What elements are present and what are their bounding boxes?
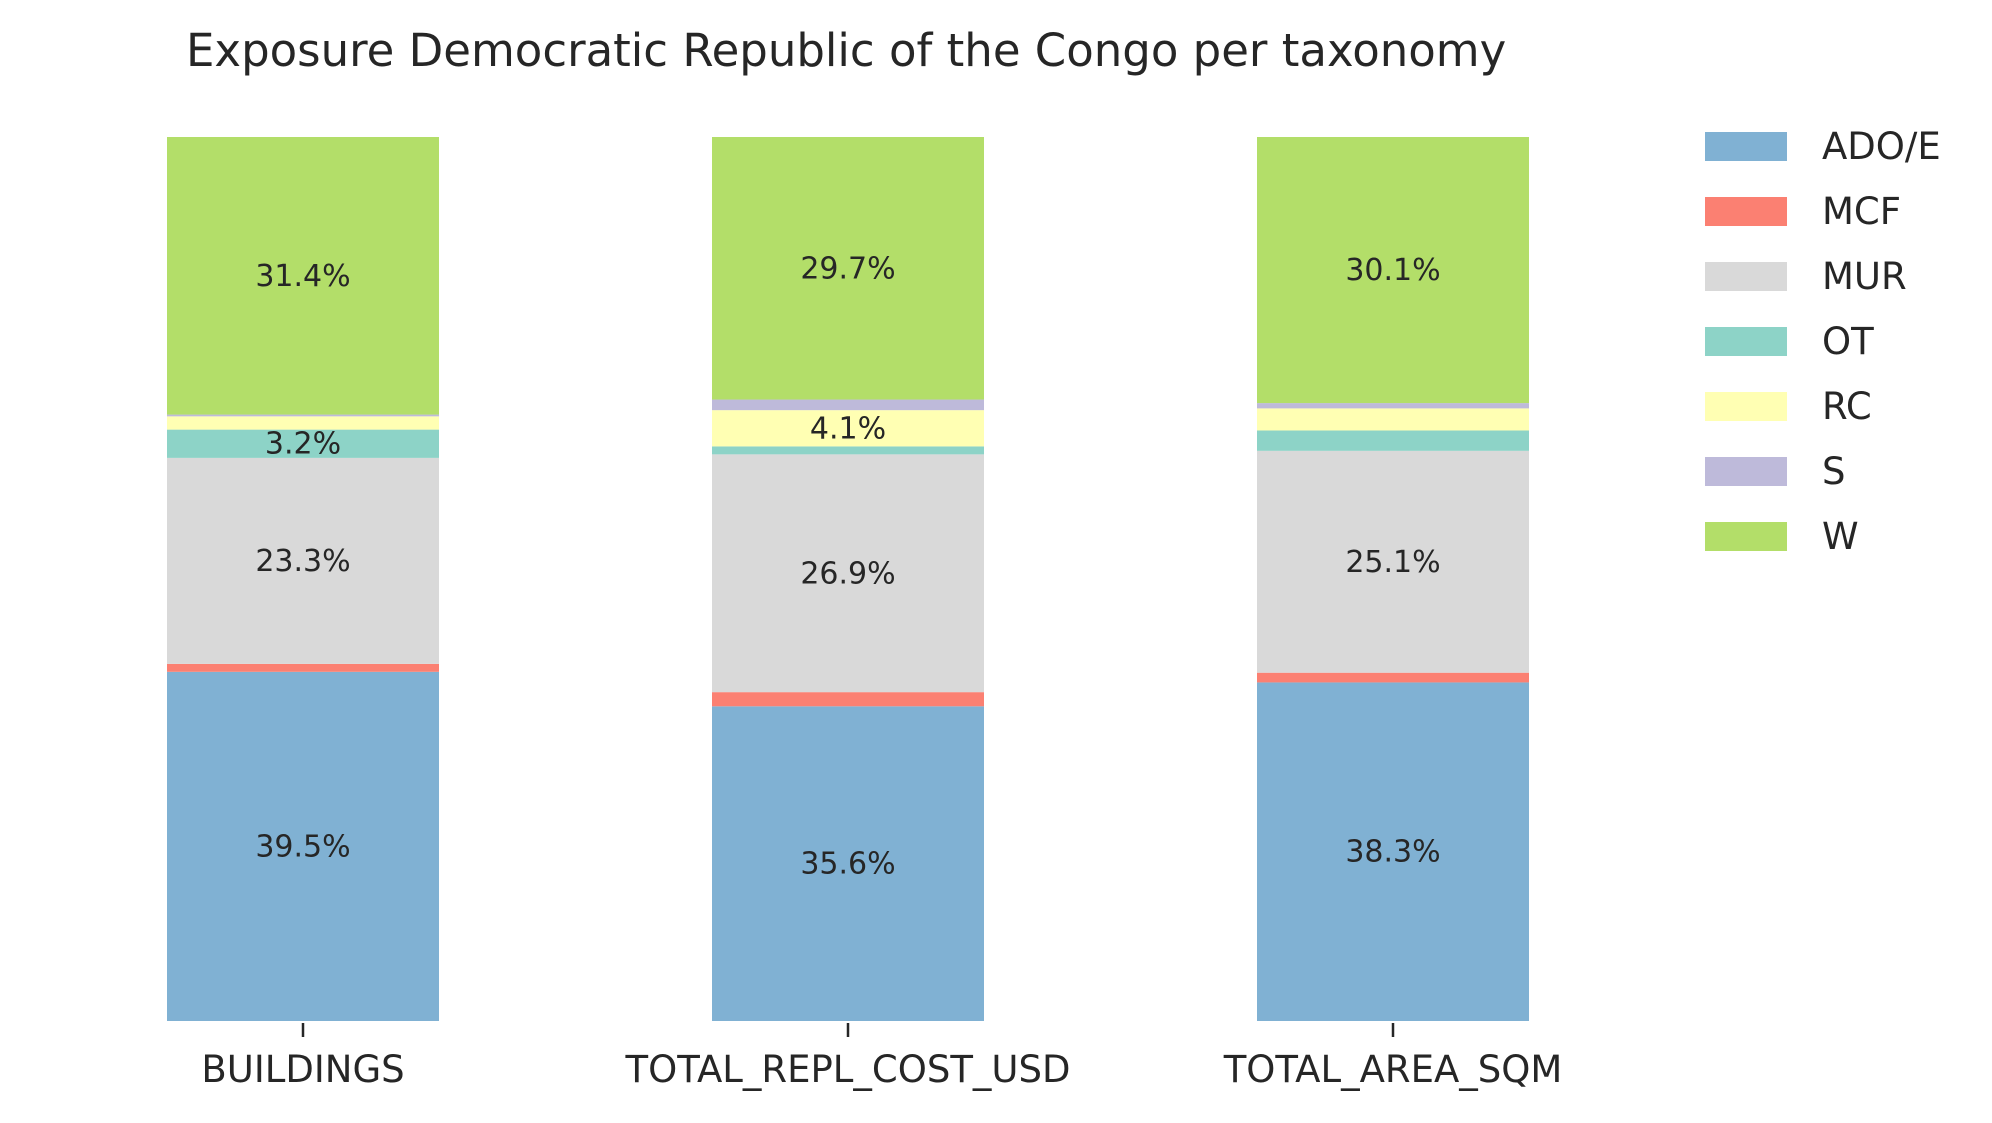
legend-swatch	[1705, 262, 1787, 291]
data-labels-layer: 39.5% 23.3% 3.2% 31.4% 35.6% 26.9% 4.1% 29.7% 38…	[255, 251, 1440, 881]
bar-segment-mur-total-area-sqm	[1257, 450, 1529, 673]
bar-segment-mcf-buildings	[167, 663, 439, 672]
legend-label: MUR	[1822, 255, 1907, 298]
bar-segment-ado-e-buildings	[167, 671, 439, 1021]
legend-swatch	[1705, 197, 1787, 226]
bar-segment-ado-e-total-area-sqm	[1257, 682, 1529, 1021]
data-label: 38.3%	[1345, 835, 1440, 870]
legend-label: ADO/E	[1822, 125, 1941, 168]
data-label: 35.6%	[800, 847, 895, 882]
bar-segment-w-total-repl-cost-usd	[712, 137, 984, 400]
bar-segment-mur-buildings	[167, 457, 439, 664]
bar-segment-ot-total-area-sqm	[1257, 430, 1529, 451]
bar-segment-ot-total-repl-cost-usd	[712, 446, 984, 455]
bar-segment-rc-buildings	[167, 416, 439, 430]
legend-swatch	[1705, 457, 1787, 486]
legend-swatch	[1705, 522, 1787, 551]
bar-segment-rc-total-repl-cost-usd	[712, 410, 984, 447]
legend-swatch	[1705, 392, 1787, 421]
bar-segment-w-buildings	[167, 137, 439, 415]
data-label: 29.7%	[800, 251, 895, 286]
bar-segment-rc-total-area-sqm	[1257, 408, 1529, 431]
legend-label: RC	[1822, 385, 1872, 428]
bar-segment-s-total-repl-cost-usd	[712, 399, 984, 411]
legend-swatch	[1705, 132, 1787, 161]
data-label: 25.1%	[1345, 545, 1440, 580]
data-label: 31.4%	[255, 259, 350, 294]
data-label: 39.5%	[255, 829, 350, 864]
legend: ADO/E MCF MUR OT RC SW	[1705, 125, 1941, 558]
bar-segment-ado-e-total-repl-cost-usd	[712, 706, 984, 1021]
bars-layer	[167, 137, 1529, 1021]
data-label: 23.3%	[255, 544, 350, 579]
bar-segment-ot-buildings	[167, 429, 439, 458]
data-label: 26.9%	[800, 556, 895, 591]
legend-label: MCF	[1822, 190, 1901, 233]
x-tick-label: TOTAL_AREA_SQM	[1223, 1048, 1563, 1091]
legend-swatch	[1705, 327, 1787, 356]
bar-segment-mur-total-repl-cost-usd	[712, 454, 984, 693]
bar-segment-w-total-area-sqm	[1257, 137, 1529, 404]
x-tick-label: BUILDINGS	[201, 1048, 404, 1091]
bar-segment-mcf-total-repl-cost-usd	[712, 692, 984, 707]
data-label: 30.1%	[1345, 253, 1440, 288]
legend-label: S	[1822, 450, 1846, 493]
legend-label: W	[1822, 515, 1859, 558]
bar-segment-mcf-total-area-sqm	[1257, 672, 1529, 683]
x-tick-label: TOTAL_REPL_COST_USD	[625, 1048, 1071, 1091]
chart-title: Exposure Democratic Republic of the Cong…	[186, 24, 1506, 77]
bar-segment-s-buildings	[167, 414, 439, 417]
data-label: 4.1%	[810, 411, 886, 446]
x-axis: BUILDINGS TOTAL_REPL_COST_USD TOTAL_AREA_S…	[201, 1023, 1562, 1091]
data-label: 3.2%	[265, 427, 341, 462]
legend-label: OT	[1822, 320, 1874, 363]
bar-segment-s-total-area-sqm	[1257, 403, 1529, 409]
